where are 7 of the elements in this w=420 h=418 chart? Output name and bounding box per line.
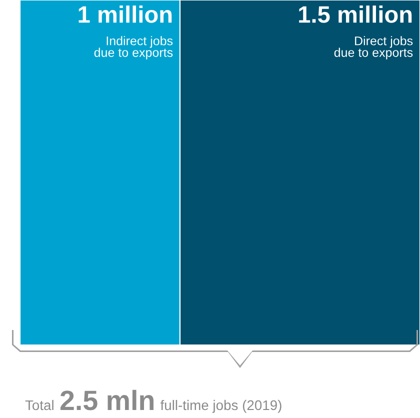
series-label: Direct jobs due to exports [334, 36, 413, 60]
text: 2.5 mln [60, 390, 154, 410]
series-label: Indirect jobs due to exports [94, 36, 173, 60]
text: Total [25, 400, 54, 410]
data-label: 1 million [78, 6, 172, 23]
text: full-time jobs (2019) [160, 400, 282, 413]
data-label: 1.5 million [299, 6, 412, 23]
